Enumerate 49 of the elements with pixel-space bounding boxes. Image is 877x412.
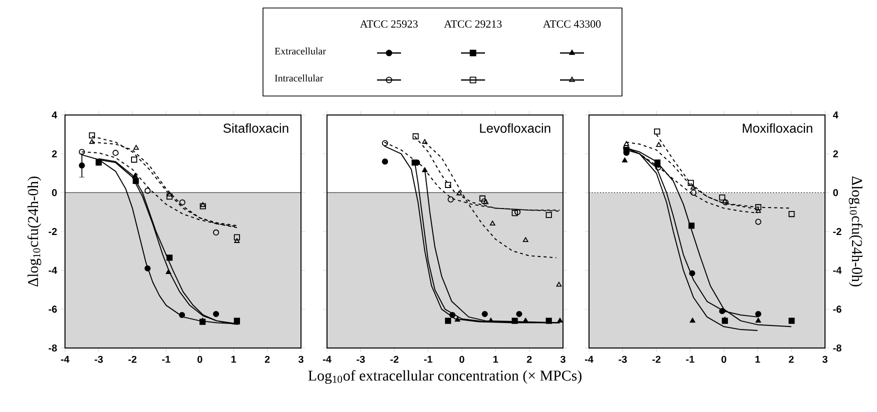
y-tick-label: -2 xyxy=(48,228,57,235)
x-tick-label: 2 xyxy=(264,356,270,363)
text: ATCC 43300 xyxy=(543,20,601,28)
x-tick-label: -4 xyxy=(322,356,332,363)
x-tick-label: 3 xyxy=(822,356,828,363)
x-tick-label: -4 xyxy=(584,356,594,363)
x-tick-label: -2 xyxy=(652,356,660,363)
x-tick-label: 1 xyxy=(231,356,236,363)
text: Moxifloxacin xyxy=(742,123,812,133)
text: Sitafloxacin xyxy=(223,123,288,133)
text: ATCC 25923 xyxy=(360,20,418,28)
x-tick-label: 3 xyxy=(298,356,304,363)
y2-tick-label: -8 xyxy=(833,344,842,352)
text: ATCC 29213 xyxy=(444,20,502,28)
y-tick-label: -6 xyxy=(48,306,57,313)
text: Intracellular xyxy=(274,74,324,82)
y2-tick-label: 4 xyxy=(832,112,838,118)
y2-tick-label: 0 xyxy=(833,189,838,196)
x-tick-label: 1 xyxy=(755,356,760,363)
x-tick-label: 2 xyxy=(788,356,794,363)
y-tick-label: -4 xyxy=(48,266,58,274)
x-tick-label: 1 xyxy=(493,356,498,363)
x-tick-label: -4 xyxy=(60,356,70,363)
y-axis-title: Δlog$_{10}$cfu(24h-0h) xyxy=(27,176,42,286)
x-tick-label: 0 xyxy=(721,356,726,363)
x-axis-title: Log$_{10}$of extracellular concentration (× MPCs) xyxy=(308,370,582,384)
x-tick-label: -2 xyxy=(128,356,136,363)
x-tick-label: -2 xyxy=(390,356,398,363)
y2-tick-label: 2 xyxy=(833,150,838,158)
text: Levofloxacin xyxy=(480,123,550,133)
y2-tick-label: -2 xyxy=(833,228,842,235)
x-tick-label: 0 xyxy=(197,356,202,363)
x-tick-label: 3 xyxy=(560,356,566,363)
x-tick-label: -1 xyxy=(424,356,432,363)
text: Extracellular xyxy=(274,47,326,54)
x-tick-label: -3 xyxy=(94,356,103,363)
y-tick-label: 0 xyxy=(52,189,57,196)
y2-tick-label: -6 xyxy=(833,306,842,313)
x-tick-label: 2 xyxy=(526,356,532,363)
y2-axis-title: Δlog$_{10}$cfu(24h-0h) xyxy=(848,176,863,286)
x-tick-label: -1 xyxy=(686,356,694,363)
y-tick-label: 4 xyxy=(52,112,58,118)
y-tick-label: 2 xyxy=(52,150,57,158)
y2-tick-label: -4 xyxy=(833,266,842,274)
x-tick-label: -3 xyxy=(618,356,627,363)
x-tick-label: -1 xyxy=(162,356,170,363)
x-tick-label: -3 xyxy=(356,356,365,363)
y-tick-label: -8 xyxy=(48,344,57,352)
x-tick-label: 0 xyxy=(459,356,464,363)
